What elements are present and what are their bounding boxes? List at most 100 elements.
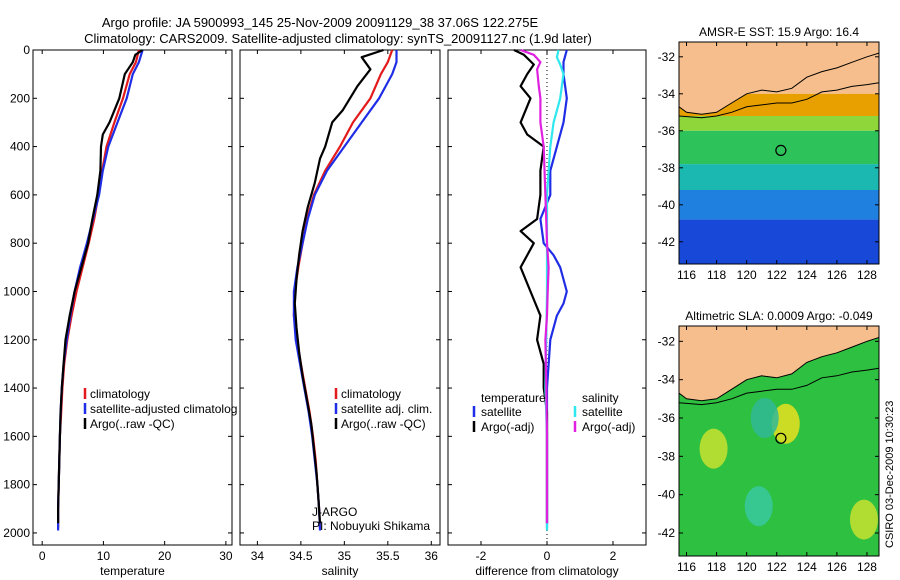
map-title: AMSR-E SST: 15.9 Argo: 16.4 bbox=[699, 25, 859, 39]
x-tick-label: 2 bbox=[610, 549, 617, 563]
map-title: Altimetric SLA: 0.0009 Argo: -0.049 bbox=[685, 309, 873, 323]
x-tick-label: 128 bbox=[857, 268, 877, 282]
y-tick-label: -32 bbox=[658, 50, 676, 64]
sst-color-band bbox=[679, 116, 879, 131]
map-field bbox=[679, 326, 879, 556]
annotation-pi: PI: Nobuyuki Shikama bbox=[312, 519, 430, 533]
land-mass bbox=[679, 326, 879, 401]
coastline bbox=[679, 337, 879, 402]
y-tick-label: -38 bbox=[658, 449, 676, 463]
y-tick-label: 1000 bbox=[3, 284, 30, 298]
x-tick-label: 20 bbox=[158, 549, 172, 563]
annotation-program: J-ARGO bbox=[312, 505, 357, 519]
legend-label: climatology bbox=[341, 387, 401, 401]
legend-label: Argo(..raw -QC) bbox=[341, 417, 426, 431]
y-tick-label: 1800 bbox=[3, 478, 30, 492]
x-axis-label: salinity bbox=[322, 564, 359, 578]
legend-heading-temperature: temperature bbox=[481, 391, 546, 405]
series-line-argo-raw-qc bbox=[56, 49, 144, 524]
land-mass bbox=[679, 42, 879, 115]
series-line-salinity-argo-adj bbox=[520, 48, 550, 524]
x-axis-label: temperature bbox=[100, 564, 165, 578]
map-frame bbox=[678, 325, 880, 557]
y-tick-label: -42 bbox=[658, 526, 676, 540]
legend-label: satellite bbox=[481, 405, 522, 419]
legend-label: climatology bbox=[90, 387, 150, 401]
legend-label: Argo(-adj) bbox=[582, 420, 635, 434]
series-line-temperature-argo-adj bbox=[513, 49, 549, 524]
x-tick-label: 36 bbox=[425, 549, 439, 563]
y-tick-label: -42 bbox=[658, 235, 676, 249]
map-field bbox=[679, 42, 879, 264]
legend-label: satellite bbox=[582, 405, 623, 419]
y-tick-label: 1600 bbox=[3, 429, 30, 443]
legend-label: satellite adj. clim. bbox=[341, 402, 432, 416]
y-tick-label: -32 bbox=[658, 334, 676, 348]
x-tick-label: 118 bbox=[707, 560, 726, 574]
y-tick-label: -36 bbox=[658, 124, 676, 138]
sst-map: 116 118 120 122 124 126 128 -32 -34 -36 -38 -40 -42 A… bbox=[658, 25, 880, 282]
y-tick-label: -34 bbox=[658, 87, 676, 101]
y-tick-label: 200 bbox=[10, 91, 30, 105]
plot-frame bbox=[32, 49, 233, 546]
y-tick-label: 2000 bbox=[3, 526, 30, 540]
header-line1: Argo profile: JA 5900993_145 25-Nov-2009… bbox=[102, 15, 539, 30]
sst-color-band bbox=[679, 219, 879, 264]
x-tick-label: 30 bbox=[219, 549, 233, 563]
credit-label: CSIRO 03-Dec-2009 10:30:23 bbox=[884, 401, 896, 548]
x-tick-label: 35 bbox=[338, 549, 352, 563]
x-tick-label: 0 bbox=[39, 549, 46, 563]
x-tick-label: 116 bbox=[677, 268, 696, 282]
y-tick-label: 800 bbox=[10, 236, 30, 250]
x-tick-label: 116 bbox=[677, 560, 696, 574]
argo-position-marker bbox=[775, 144, 787, 157]
y-tick-label: 0 bbox=[23, 43, 30, 57]
x-tick-label: 34 bbox=[251, 549, 265, 563]
x-tick-label: 126 bbox=[827, 268, 847, 282]
x-axis-label: difference from climatology bbox=[475, 564, 618, 578]
legend-label: satellite-adjusted climatolog bbox=[90, 402, 237, 416]
y-tick-label: -34 bbox=[658, 373, 676, 387]
x-tick-label: 10 bbox=[97, 549, 111, 563]
x-tick-label: -2 bbox=[476, 549, 487, 563]
x-tick-label: 120 bbox=[737, 560, 757, 574]
sla-anomaly-patch bbox=[750, 398, 779, 438]
x-tick-label: 0 bbox=[544, 549, 551, 563]
depth-contour bbox=[679, 82, 879, 119]
sla-anomaly-patch bbox=[699, 428, 728, 469]
legend-heading-salinity: salinity bbox=[582, 391, 619, 405]
x-tick-label: 124 bbox=[797, 268, 817, 282]
y-tick-label: -40 bbox=[658, 198, 676, 212]
sla-anomaly-patch bbox=[744, 486, 773, 527]
series-line-temperature-satellite bbox=[539, 49, 568, 529]
x-tick-label: 118 bbox=[707, 268, 726, 282]
y-tick-label: -38 bbox=[658, 161, 676, 175]
x-tick-label: 34.5 bbox=[289, 549, 313, 563]
argo-position-marker bbox=[775, 432, 787, 444]
x-tick-label: 122 bbox=[767, 560, 787, 574]
sla-map: 116 118 120 122 124 126 128 -32 -34 -36 -38 -40 -42 A… bbox=[658, 309, 880, 574]
sst-color-band bbox=[679, 130, 879, 165]
map-frame bbox=[678, 41, 880, 265]
y-tick-label: 400 bbox=[10, 140, 30, 154]
legend-label: Argo(..raw -QC) bbox=[90, 417, 175, 431]
depth-contour bbox=[679, 367, 879, 406]
sla-anomaly-patch bbox=[849, 499, 878, 540]
temperature-panel: 0 10 20 30 0 200 400 600 800 1000 1200 1400 1600 1800… bbox=[3, 43, 237, 578]
y-tick-label: -36 bbox=[658, 411, 676, 425]
sst-color-band bbox=[679, 164, 879, 190]
x-tick-label: 35.5 bbox=[376, 549, 400, 563]
plot-frame bbox=[239, 49, 441, 546]
y-tick-label: 1200 bbox=[3, 333, 30, 347]
x-tick-label: 120 bbox=[737, 268, 757, 282]
x-tick-label: 124 bbox=[797, 560, 817, 574]
x-tick-label: 122 bbox=[767, 268, 787, 282]
series-line-argo-raw-qc bbox=[293, 48, 384, 524]
header-line2: Climatology: CARS2009. Satellite-adjuste… bbox=[84, 31, 592, 46]
x-tick-label: 126 bbox=[827, 560, 847, 574]
legend-label: Argo(-adj) bbox=[481, 420, 534, 434]
y-tick-label: 1400 bbox=[3, 381, 30, 395]
x-tick-label: 128 bbox=[857, 560, 877, 574]
